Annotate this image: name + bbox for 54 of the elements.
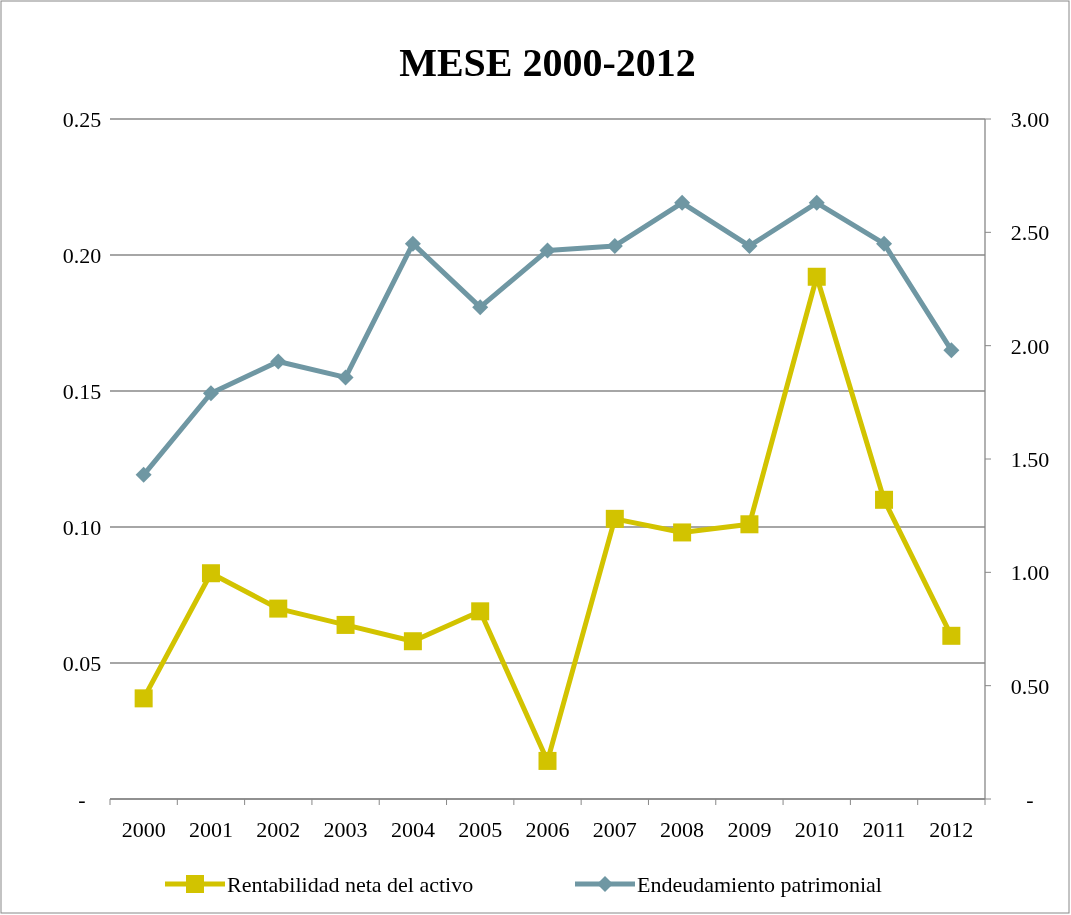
point [740,515,759,534]
y2-tick-label: 2.50 [1010,220,1050,246]
point [876,235,893,252]
y-tick-label: 0.10 [62,515,102,540]
point [539,242,556,259]
point [673,523,692,542]
x-tick-label: 2010 [794,817,839,842]
point [741,237,758,254]
y-tick-label: 0.05 [62,651,102,676]
point [807,267,826,286]
x-tick-label: 2004 [390,817,435,842]
x-tick-label: 2006 [525,817,570,842]
point [674,194,691,211]
point [403,632,422,651]
x-tick-label: 2008 [660,817,705,842]
y2-tick-label: 1.50 [1010,447,1050,472]
point [875,490,894,509]
point [605,509,624,528]
legend-label: Endeudamiento patrimonial [637,872,882,897]
point [336,615,355,634]
point [404,235,421,252]
point [942,626,961,645]
point [337,369,354,386]
point [538,751,557,770]
point [943,342,960,359]
chart-title: MESE 2000-2012 [399,40,696,85]
point [270,353,287,370]
x-tick-label: 2002 [256,817,301,842]
x-tick-label: 2011 [862,817,906,842]
x-tick-label: 2005 [458,817,503,842]
y-tick-label: 0.20 [62,243,102,268]
y2-tick-label: 0.50 [1010,673,1050,699]
y2-tick-label: 3.00 [1010,107,1050,132]
x-tick-label: 2009 [727,817,772,842]
point [471,602,490,621]
point [202,385,219,402]
point [269,599,288,618]
x-tick-label: 2001 [188,817,233,842]
point [135,466,152,483]
point [472,299,489,316]
y-tick-label: - [78,787,86,812]
y2-tick-label: 1.00 [1010,560,1050,586]
point [808,194,825,211]
x-tick-label: 2012 [929,817,974,842]
point [134,689,153,708]
point [201,564,220,583]
x-tick-label: 2003 [323,817,368,842]
x-tick-label: 2007 [592,817,637,842]
y-tick-label: 0.15 [62,379,102,404]
y2-tick-label: 2.00 [1010,333,1050,359]
y-tick-label: 0.25 [62,107,102,132]
legend-label: Rentabilidad neta del activo [227,872,474,897]
y2-tick-label: - [1026,787,1034,812]
x-tick-label: 2000 [121,817,166,842]
